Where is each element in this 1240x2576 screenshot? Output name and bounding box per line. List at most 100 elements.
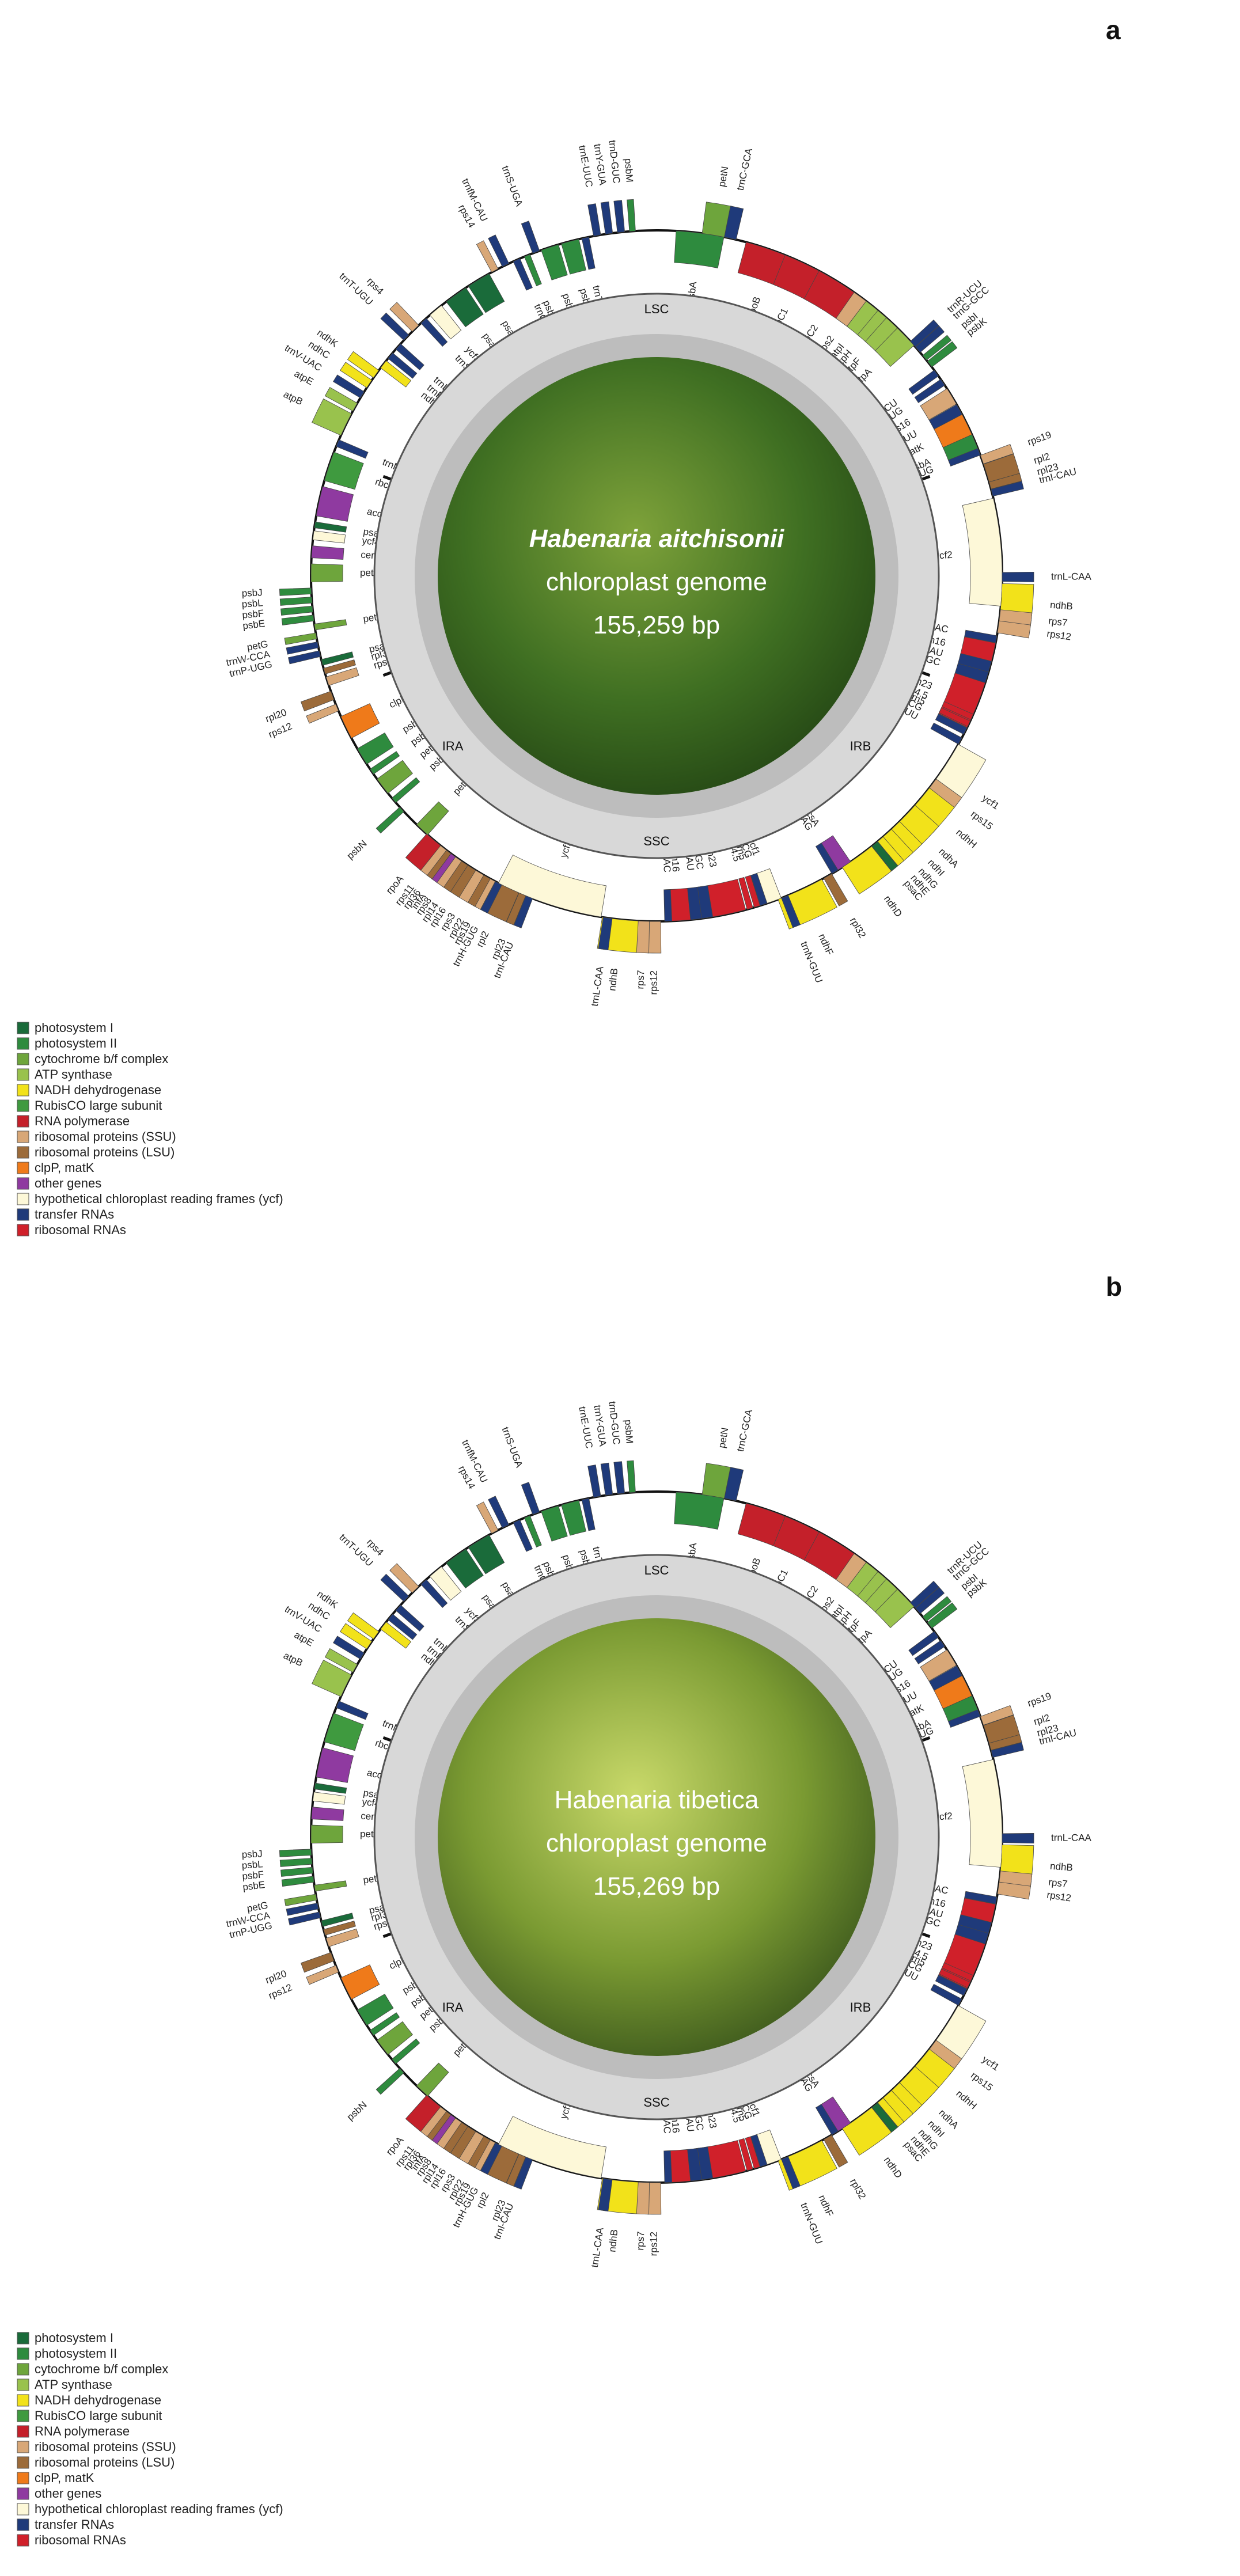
gene-label-trnD-GUC-a: trnD-GUC (606, 139, 622, 184)
gene-label-atpE-b: atpE (293, 1629, 316, 1649)
gene-ycf3-a (429, 305, 462, 340)
gene-trnV-UAC-b (333, 1636, 365, 1660)
gene-trnI-CAU-a (991, 481, 1024, 497)
gene-label-trnE-UUC-a: trnE-UUC (577, 145, 594, 188)
gene-psbM-b (627, 1460, 636, 1493)
gene-rps14-a (476, 240, 499, 273)
species-name-a: Habenaria aitchisonii (529, 525, 784, 553)
legend-swatch-cyt-a (17, 1053, 29, 1065)
gene-psbA-b (674, 1492, 725, 1530)
gene-petB-a (377, 760, 414, 794)
gene-psaC-b (871, 2102, 898, 2133)
gene-clpP-b (340, 1964, 380, 2000)
gene-trnE-UUC-b (587, 1465, 601, 1498)
gene-label-psbF-a: psbF (242, 608, 264, 621)
gene-psbF-a (280, 605, 313, 616)
gene-label-rps19-b: rps19 (1026, 1690, 1052, 1709)
legend-swatch-atp-b (17, 2378, 29, 2391)
gene-psaI-a (314, 521, 347, 533)
gene-trnL-CAA-a (598, 917, 613, 951)
gene-petD-a (416, 801, 449, 836)
gene-petG-a (284, 632, 317, 645)
gene-label-rps15-a: rps15 (969, 809, 995, 832)
gene-trnY-GUA-a (600, 201, 613, 235)
gene-label-psbM-a: psbM (623, 158, 635, 183)
gene-petL-b (314, 1880, 347, 1892)
gene-label-ndhD-b: ndhD (882, 2155, 904, 2180)
gene-rpl20-b (301, 1952, 335, 1973)
gene-rps4-b (389, 1563, 419, 1594)
legend-label-clp-a: clpP, matK (35, 1160, 94, 1175)
gene-atpB-b (312, 1659, 352, 1697)
gene-ndhK-a (347, 351, 380, 378)
gene-label-petN-a: petN (716, 165, 731, 188)
gene-petD-b (416, 2062, 449, 2097)
gene-psbZ-a (524, 254, 542, 287)
gene-label-psbF-b: psbF (242, 1869, 264, 1882)
gene-psbI-a (922, 335, 952, 361)
legend-label-rrn-a: ribosomal RNAs (35, 1223, 126, 1237)
panel-letter-a: a (1106, 15, 1121, 45)
gene-label-ndhB-a: ndhB (1049, 600, 1073, 612)
gene-label-trnS-UGA-b: trnS-UGA (500, 1425, 525, 1469)
legend-label-atp-b: ATP synthase (35, 2377, 112, 2392)
gene-psbB-b (357, 1993, 394, 2026)
gene-label-rps12-a: rps12 (1046, 628, 1072, 643)
legend-label-rpo-b: RNA polymerase (35, 2424, 130, 2438)
gene-rps16-a (920, 388, 957, 420)
region-label-ssc-b: SSC (643, 2095, 669, 2110)
region-labels-b: LSC IRB SSC IRA (442, 1563, 871, 2110)
gene-rps18-a (325, 667, 359, 686)
gene-ndhJ-b (380, 1621, 412, 1649)
legend-swatch-oth-a (17, 1177, 29, 1190)
legend-label-lsu-b: ribosomal proteins (LSU) (35, 2455, 175, 2469)
gene-label-rps12-a: rps12 (267, 720, 294, 740)
legend-label-ssu-a: ribosomal proteins (SSU) (35, 1129, 176, 1144)
gene-ndhK-b (347, 1612, 380, 1640)
gene-ycf3-b (429, 1566, 462, 1601)
gene-trnL-UAG-a (815, 843, 839, 874)
gene-atpE-b (324, 1648, 358, 1673)
gene-psaI-b (314, 1782, 347, 1794)
gene-ndhE-b (877, 2097, 905, 2127)
gene-trnD-GUC-a (613, 200, 625, 233)
gene-trnfM-CAU-b (488, 1496, 510, 1528)
gene-psbA-a (674, 230, 725, 268)
gene-rrn4.5-b (941, 1962, 974, 1982)
gene-trnF-GAA-b (388, 1614, 418, 1640)
gene-rps12-b (997, 1881, 1031, 1900)
gene-label-ndhB-b: ndhB (1049, 1861, 1073, 1873)
gene-rrn5-a (938, 707, 971, 727)
gene-label-rps7-a: rps7 (1048, 616, 1068, 629)
gene-trnG-UCC-b (513, 1519, 533, 1552)
gene-accD-b (316, 1747, 354, 1783)
gene-psbL-b (279, 1858, 313, 1867)
legend-label-oth-b: other genes (35, 2486, 101, 2501)
gene-rpl33-b (323, 1921, 356, 1936)
legend-swatch-ssu-a (17, 1130, 29, 1143)
region-label-irb-a: IRB (850, 739, 871, 753)
legend-swatch-rbc-b (17, 2410, 29, 2422)
legend-swatch-oth-b (17, 2487, 29, 2500)
gene-trnG-GCC-a (915, 325, 945, 353)
gene-trnE-UUC-a (587, 203, 601, 237)
legend-swatch-rpo-b (17, 2425, 29, 2438)
gene-trnT-UGU-b (380, 1573, 409, 1602)
gene-trnN-GUU-b (930, 1983, 962, 2006)
legend-label-clp-b: clpP, matK (35, 2471, 94, 2485)
gene-trnN-GUU-a (781, 895, 801, 928)
gene-trnM-CAU-b (336, 1701, 369, 1720)
gene-label-trnS-UGA-a: trnS-UGA (500, 164, 525, 208)
gene-psbN-b (376, 2067, 404, 2095)
gene-trnR-ACG-a (935, 714, 968, 735)
region-label-lsc-a: LSC (644, 302, 669, 316)
gene-trnV-GAC-b (663, 2150, 673, 2183)
gene-label-psbN-b: psbN (345, 2099, 369, 2123)
gene-trnR-UCU-a (910, 319, 939, 347)
gene-label-rps15-b: rps15 (969, 2070, 995, 2093)
legend-label-rbc-b: RubisCO large subunit (35, 2408, 162, 2423)
gene-rrn4.5-a (738, 877, 753, 910)
gene-psbI-b (922, 1596, 952, 1622)
gene-psaJ-a (321, 651, 354, 666)
